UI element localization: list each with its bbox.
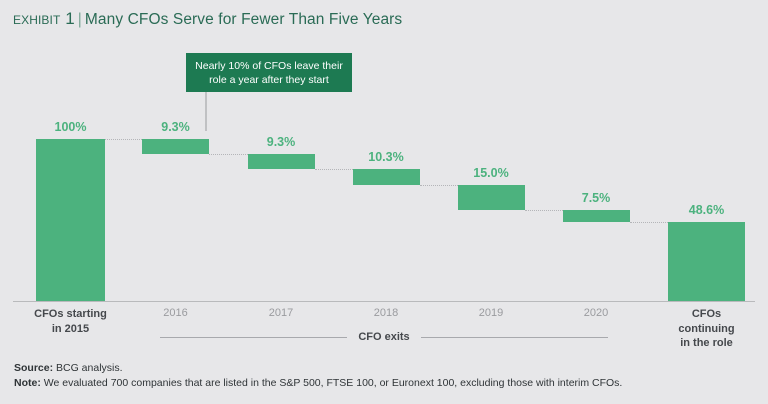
x-axis-label-cfos-starting-in-2015: CFOs starting in 2015 xyxy=(34,308,107,335)
callout-connector-line xyxy=(205,92,207,131)
source-text: BCG analysis. xyxy=(53,362,123,374)
x-axis-label-2016: 2016 xyxy=(163,307,188,319)
bar-2018[interactable] xyxy=(352,168,420,186)
x-axis-label-2017: 2017 xyxy=(268,307,294,319)
x-axis-label-2019: 2019 xyxy=(478,307,504,319)
note-line: Note: We evaluated 700 companies that ar… xyxy=(14,376,622,391)
bar-value-label: 9.3% xyxy=(266,134,296,149)
waterfall-connector xyxy=(209,153,248,155)
source-label: Source: xyxy=(14,362,54,374)
waterfall-connector xyxy=(105,138,142,140)
note-label: Note: xyxy=(14,376,41,389)
exhibit-headline: Many CFOs Serve for Fewer Than Five Year… xyxy=(84,11,403,28)
cfo-exits-bracket: CFO exits xyxy=(160,330,609,344)
bracket-rule-left xyxy=(160,336,348,338)
note-text: We evaluated 700 companies that are list… xyxy=(40,376,623,389)
x-axis-label-2020: 2020 xyxy=(583,307,609,319)
bracket-label: CFO exits xyxy=(358,331,410,343)
waterfall-chart: 100% 9.3% 9.3% 10.3% 15.0% 7.5% 48.6% xyxy=(0,45,768,307)
waterfall-connector xyxy=(419,185,458,187)
bar-2019[interactable] xyxy=(457,185,525,210)
bar-value-label: 9.3% xyxy=(161,119,190,134)
bar-value-label: 10.3% xyxy=(368,149,404,164)
callout-annotation: Nearly 10% of CFOs leave their role a ye… xyxy=(186,53,352,92)
waterfall-connector xyxy=(629,222,668,224)
bar-value-label: 15.0% xyxy=(473,166,509,181)
bar-2016[interactable] xyxy=(142,138,209,154)
axis-baseline xyxy=(13,301,755,302)
x-axis-label-2018: 2018 xyxy=(373,307,399,319)
bar-value-label: 48.6% xyxy=(688,203,725,218)
bar-2020[interactable] xyxy=(562,209,630,223)
callout-text: Nearly 10% of CFOs leave their role a ye… xyxy=(195,59,343,86)
bar-value-label: 7.5% xyxy=(581,190,611,205)
bar-cfos-continuing-in-the-role[interactable] xyxy=(668,222,745,301)
x-axis-label-cfos-continuing-in-the-role: CFOs continuing in the role xyxy=(678,308,735,349)
bar-value-label: 100% xyxy=(54,119,87,134)
exhibit-number-label: Exhibit 1 xyxy=(13,9,75,28)
waterfall-connector xyxy=(314,168,353,170)
title-separator: | xyxy=(77,11,82,28)
source-line: Source: BCG analysis. xyxy=(14,361,622,376)
page-title: Exhibit 1 | Many CFOs Serve for Fewer Than… xyxy=(13,9,402,29)
bracket-rule-right xyxy=(420,336,609,338)
x-axis-labels: CFOs starting in 2015 2016 2017 2018 2019 2020… xyxy=(0,307,768,357)
footnotes: Source: BCG analysis. Note: We evaluated… xyxy=(14,361,622,390)
bar-2017[interactable] xyxy=(247,153,315,169)
bar-cfos-starting-in-2015[interactable] xyxy=(36,138,105,301)
waterfall-connector xyxy=(524,209,563,211)
